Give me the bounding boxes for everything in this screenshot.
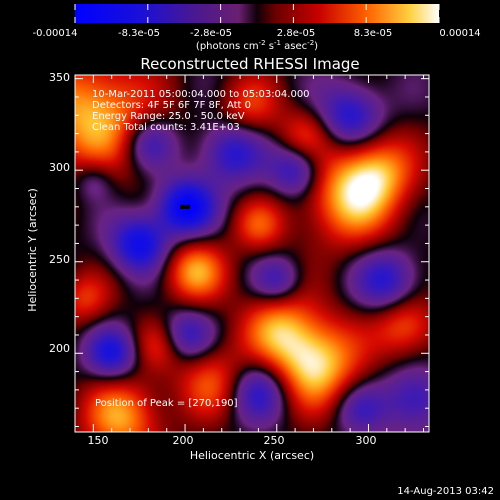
colorbar-ticks xyxy=(74,4,440,23)
colorbar-tick-label: -8.3e-05 xyxy=(118,28,160,39)
minimum-marker xyxy=(180,204,191,209)
heatmap-image xyxy=(75,75,429,432)
x-axis-label: Heliocentric X (arcsec) xyxy=(190,449,314,462)
annotation-energy: Energy Range: 25.0 - 50.0 keV xyxy=(92,111,245,122)
annotation-clean: Clean Total counts: 3.41E+03 xyxy=(92,122,240,133)
chart-title: Reconstructed RHESSI Image xyxy=(140,55,359,73)
x-tick-label: 250 xyxy=(264,434,285,447)
y-tick-label: 200 xyxy=(49,342,70,355)
y-tick-label: 350 xyxy=(49,71,70,84)
annotation-detectors: Detectors: 4F 5F 6F 7F 8F, Att 0 xyxy=(92,100,251,111)
x-tick-label: 300 xyxy=(356,434,377,447)
colorbar-tick-label: 8.3e-05 xyxy=(354,28,392,39)
axis-ticks xyxy=(75,75,429,432)
x-tick-label: 200 xyxy=(173,434,194,447)
colorbar: -0.00014 -8.3e-05 -2.8e-05 2.8e-05 8.3e-… xyxy=(33,4,481,52)
colorbar-units: (photons cm-2 s-1 asec-2) xyxy=(196,39,318,52)
y-tick-label: 250 xyxy=(49,253,70,266)
colorbar-tick-label: 0.00014 xyxy=(439,28,480,39)
annotation-time-range: 10-Mar-2011 05:00:04.000 to 05:03:04.000 xyxy=(92,89,310,100)
plot-area: 10-Mar-2011 05:00:04.000 to 05:03:04.000… xyxy=(74,74,430,433)
x-tick-label: 150 xyxy=(88,434,109,447)
colorbar-tick-label: 2.8e-05 xyxy=(277,28,315,39)
footer-timestamp: 14-Aug-2013 03:42 xyxy=(397,486,494,497)
y-axis-label: Heliocentric Y (arcsec) xyxy=(26,188,39,312)
y-tick-label: 300 xyxy=(49,161,70,174)
colorbar-tick-label: -0.00014 xyxy=(33,28,78,39)
colorbar-tick-label: -2.8e-05 xyxy=(190,28,232,39)
colorbar-gradient xyxy=(75,4,439,23)
annotation-peak: Position of Peak = [270,190] xyxy=(95,398,238,409)
plot-frame xyxy=(74,74,430,433)
